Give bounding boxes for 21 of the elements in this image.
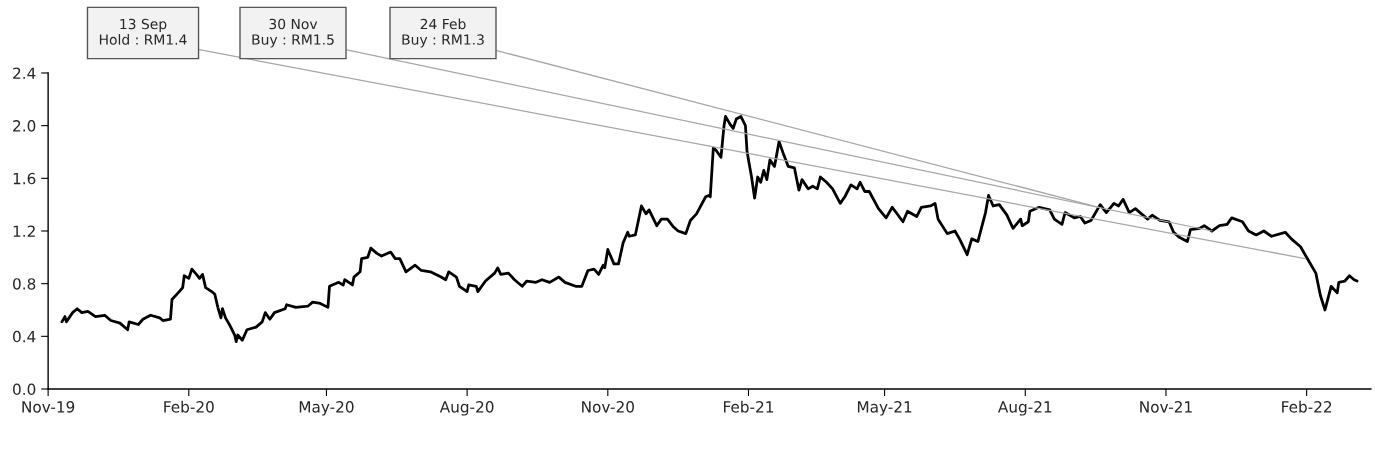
y-tick-label: 1.6 (13, 172, 36, 185)
y-tick-label: 1.2 (13, 225, 35, 237)
x-tick-label: May-21 (857, 401, 912, 416)
x-tick-label: Aug-21 (998, 401, 1052, 416)
x-tick-label: Aug-20 (439, 401, 494, 416)
x-tick-label: Nov-21 (1140, 401, 1192, 413)
y-tick-label: 0.4 (13, 330, 36, 343)
x-tick-label: Nov-20 (582, 401, 634, 413)
x-tick-label: Nov-19 (22, 401, 75, 413)
annotation: 24 Feb Buy : RM1.3 (402, 18, 484, 48)
y-tick-label: 2.0 (13, 120, 36, 132)
x-tick-label: May-20 (299, 401, 354, 416)
y-tick-label: 2.4 (13, 67, 36, 79)
annotation: 13 Sep Hold : RM1.4 (99, 18, 187, 45)
line-series (60, 115, 1359, 343)
x-tick-label: Feb-20 (164, 400, 214, 413)
x-tick-label: Feb-22 (1282, 400, 1332, 413)
y-tick-label: 0.8 (13, 278, 36, 290)
y-tick-label: 0.0 (13, 383, 36, 396)
x-tick-label: Feb-21 (723, 400, 774, 413)
annotation: 30 Nov Buy : RM1.5 (252, 18, 334, 48)
